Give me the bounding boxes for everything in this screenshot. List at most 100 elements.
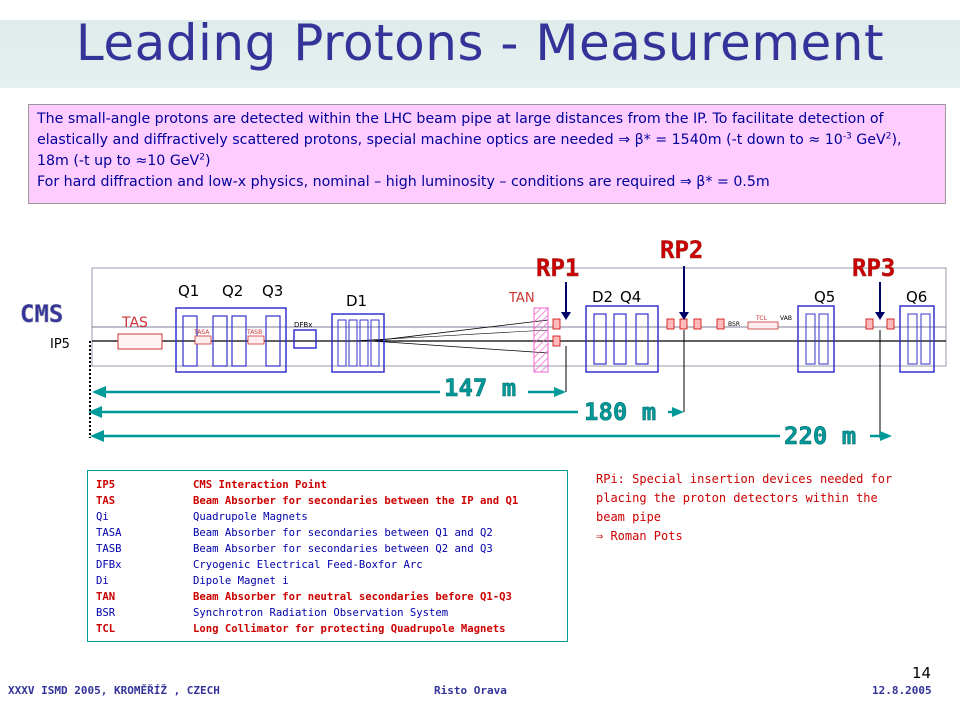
- bsr-label: BSR: [728, 321, 740, 328]
- formula-unit: GeV: [851, 132, 886, 148]
- legend-abbr: TASA: [96, 527, 122, 539]
- q1-magnet: [212, 315, 228, 367]
- scatter-line-lower: [371, 340, 549, 354]
- tasa-label: TASA: [193, 329, 210, 336]
- legend-row: TCL Long Collimator for protecting Quadru…: [96, 621, 567, 637]
- rp1-label: RP1: [536, 254, 579, 282]
- diagram-frame: [91, 267, 947, 367]
- rp2-pot: [679, 318, 688, 330]
- vab-label: VAB: [780, 315, 792, 322]
- legend-abbr: IP5: [96, 479, 116, 491]
- q1-label: Q1: [178, 282, 199, 300]
- legend-desc: Dipole Magnet i: [193, 575, 289, 587]
- q5-block: [797, 305, 835, 373]
- slide-title: Leading Protons - Measurement: [75, 14, 885, 72]
- legend-abbr: TCL: [96, 623, 116, 635]
- distance-147-arrow-left: [92, 386, 106, 398]
- legend-desc: CMS Interaction Point: [193, 479, 327, 491]
- intro-text: The small-angle protons are detected wit…: [37, 111, 884, 148]
- tas-label: TAS: [121, 315, 148, 331]
- rp2-pot: [666, 318, 675, 330]
- rp2-pot: [716, 318, 725, 330]
- legend-row: Qi Quadrupole Magnets: [96, 509, 567, 525]
- footer-date: 12.8.2005: [872, 684, 932, 697]
- legend-row: IP5 CMS Interaction Point: [96, 477, 567, 493]
- footer-conference: XXXV ISMD 2005, KROMĚŘÍŽ , CZECH: [8, 684, 220, 697]
- legend-desc: Beam Absorber for secondaries between th…: [193, 495, 519, 507]
- tas-box: [117, 333, 163, 350]
- cms-label: CMS: [20, 300, 63, 328]
- footer-author: Risto Orava: [434, 684, 507, 697]
- d1-magnet: [348, 319, 358, 367]
- legend-desc: Beam Absorber for neutral secondaries be…: [193, 591, 512, 603]
- q6-label: Q6: [906, 288, 927, 306]
- scatter-line-upper: [371, 319, 549, 342]
- legend-row: TAS Beam Absorber for secondaries between…: [96, 493, 567, 509]
- legend-row: TAN Beam Absorber for neutral secondaries…: [96, 589, 567, 605]
- tcl-box: [747, 321, 779, 330]
- dfbx-label: DFBx: [294, 321, 312, 329]
- legend-desc: Beam Absorber for secondaries between Q1…: [193, 527, 493, 539]
- q3-label: Q3: [262, 282, 283, 300]
- rp-note: RPi: Special insertion devices needed fo…: [596, 470, 896, 546]
- ip5-label: IP5: [50, 337, 70, 352]
- tasa-box: [194, 335, 212, 345]
- legend-row: TASA Beam Absorber for secondaries betwee…: [96, 525, 567, 541]
- rp3-label: RP3: [852, 254, 895, 282]
- legend-abbr: Di: [96, 575, 109, 587]
- d2-magnet: [593, 313, 607, 365]
- tasb-box: [247, 335, 265, 345]
- distance-180-arrow-right: [672, 407, 684, 417]
- formula-part: ⇒ β* = 1540m (-t down to ≈ 10: [618, 132, 843, 148]
- rp2-arrow-head: [679, 312, 689, 320]
- q2-label: Q2: [222, 282, 243, 300]
- legend-abbr: TASB: [96, 543, 122, 555]
- q6-block: [899, 305, 935, 373]
- rp2-label: RP2: [660, 236, 703, 264]
- legend-box: IP5 CMS Interaction Point TAS Beam Absorbe…: [87, 470, 568, 642]
- tan-label: TAN: [508, 291, 535, 306]
- tasb-label: TASB: [246, 329, 262, 336]
- q2-magnet: [231, 315, 247, 367]
- formula-exponent: -3: [842, 131, 852, 142]
- q4-magnet: [635, 313, 649, 365]
- legend-row: Di Dipole Magnet i: [96, 573, 567, 589]
- tan-absorber: [533, 307, 549, 373]
- distance-147-label: 147 m: [444, 374, 516, 402]
- q5-magnet: [805, 313, 816, 365]
- legend-abbr: TAN: [96, 591, 116, 603]
- d2-label: D2: [592, 288, 613, 306]
- legend-desc: Quadrupole Magnets: [193, 511, 308, 523]
- intro-line2: For hard diffraction and low-x physics, …: [37, 174, 770, 190]
- formula-part: ): [204, 153, 211, 169]
- page-number: 14: [912, 664, 932, 682]
- q6-magnet: [920, 313, 931, 365]
- intro-box: The small-angle protons are detected wit…: [28, 104, 946, 204]
- q4-magnet: [613, 313, 627, 365]
- q5-magnet: [818, 313, 829, 365]
- d1-label: D1: [346, 292, 367, 310]
- formula-part: ), 18m (-t up to ≈10 GeV: [37, 132, 902, 169]
- distance-220-arrow-left: [90, 430, 104, 442]
- q5-label: Q5: [814, 288, 835, 306]
- rp3-arrow-head: [875, 312, 885, 320]
- q6-magnet: [907, 313, 918, 365]
- quad-block: [175, 307, 287, 373]
- d1-magnet: [370, 319, 380, 367]
- distance-220-label: 220 m: [784, 422, 856, 450]
- d1-magnet: [337, 319, 347, 367]
- rp3-pot: [865, 318, 874, 330]
- rp2-pot: [693, 318, 702, 330]
- distance-180-label: 180 m: [584, 398, 656, 426]
- formula-exponent: 2: [199, 152, 205, 163]
- dfbx-box: [293, 329, 317, 349]
- rp-note-conclusion: ⇒ Roman Pots: [596, 529, 683, 543]
- rp3-pot: [886, 318, 895, 330]
- tcl-label: TCL: [755, 315, 768, 322]
- q4-label: Q4: [620, 288, 641, 306]
- q3-magnet: [265, 315, 281, 367]
- d1-magnet: [359, 319, 369, 367]
- legend-abbr: DFBx: [96, 559, 122, 571]
- intro-formula: ⇒ β* = 1540m (-t down to ≈ 10-3 GeV 2), 1…: [37, 132, 902, 169]
- rp1-pot: [552, 318, 561, 330]
